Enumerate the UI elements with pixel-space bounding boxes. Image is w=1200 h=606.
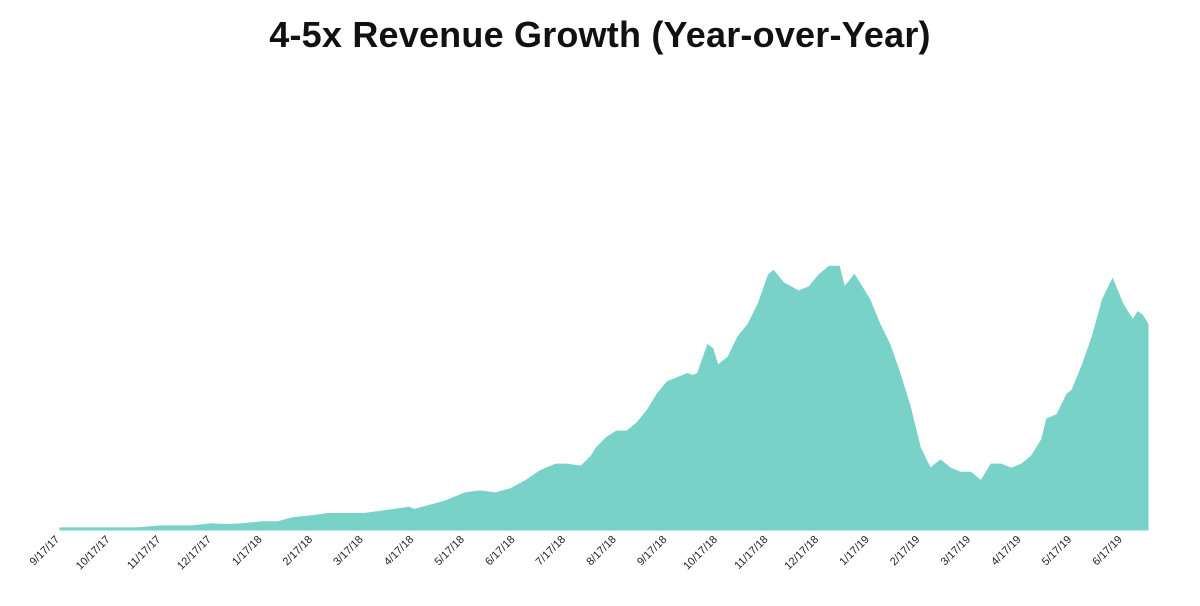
x-tick-label: 10/17/18	[681, 534, 720, 573]
x-tick-label: 9/17/17	[28, 534, 62, 568]
x-tick-label: 4/17/18	[382, 534, 416, 568]
x-tick-label: 2/17/18	[281, 534, 315, 568]
x-tick-label: 8/17/18	[584, 534, 618, 568]
x-tick-label: 5/17/19	[1040, 534, 1074, 568]
x-tick-label: 3/17/18	[331, 534, 365, 568]
x-axis-ticks: 9/17/17 10/17/17 11/17/17 12/17/17 1/17/18 2/…	[28, 534, 1125, 573]
revenue-area	[59, 265, 1149, 531]
area-layer	[59, 265, 1149, 531]
x-tick-label: 12/17/17	[175, 534, 214, 573]
x-tick-label: 2/17/19	[888, 534, 922, 568]
x-tick-label: 6/17/19	[1090, 534, 1124, 568]
x-tick-label: 10/17/17	[74, 534, 113, 573]
x-tick-label: 1/17/19	[837, 534, 871, 568]
x-tick-label: 12/17/18	[782, 534, 821, 573]
x-tick-label: 11/17/17	[125, 534, 163, 572]
x-tick-label: 3/17/19	[939, 534, 973, 568]
x-tick-label: 4/17/19	[989, 534, 1023, 568]
x-tick-label: 5/17/18	[432, 534, 466, 568]
x-tick-label: 6/17/18	[483, 534, 517, 568]
x-tick-label: 7/17/18	[534, 534, 568, 568]
chart-title: 4-5x Revenue Growth (Year-over-Year)	[269, 14, 931, 55]
x-tick-label: 11/17/18	[732, 534, 770, 572]
x-tick-label: 1/17/18	[230, 534, 264, 568]
x-tick-label: 9/17/18	[635, 534, 669, 568]
